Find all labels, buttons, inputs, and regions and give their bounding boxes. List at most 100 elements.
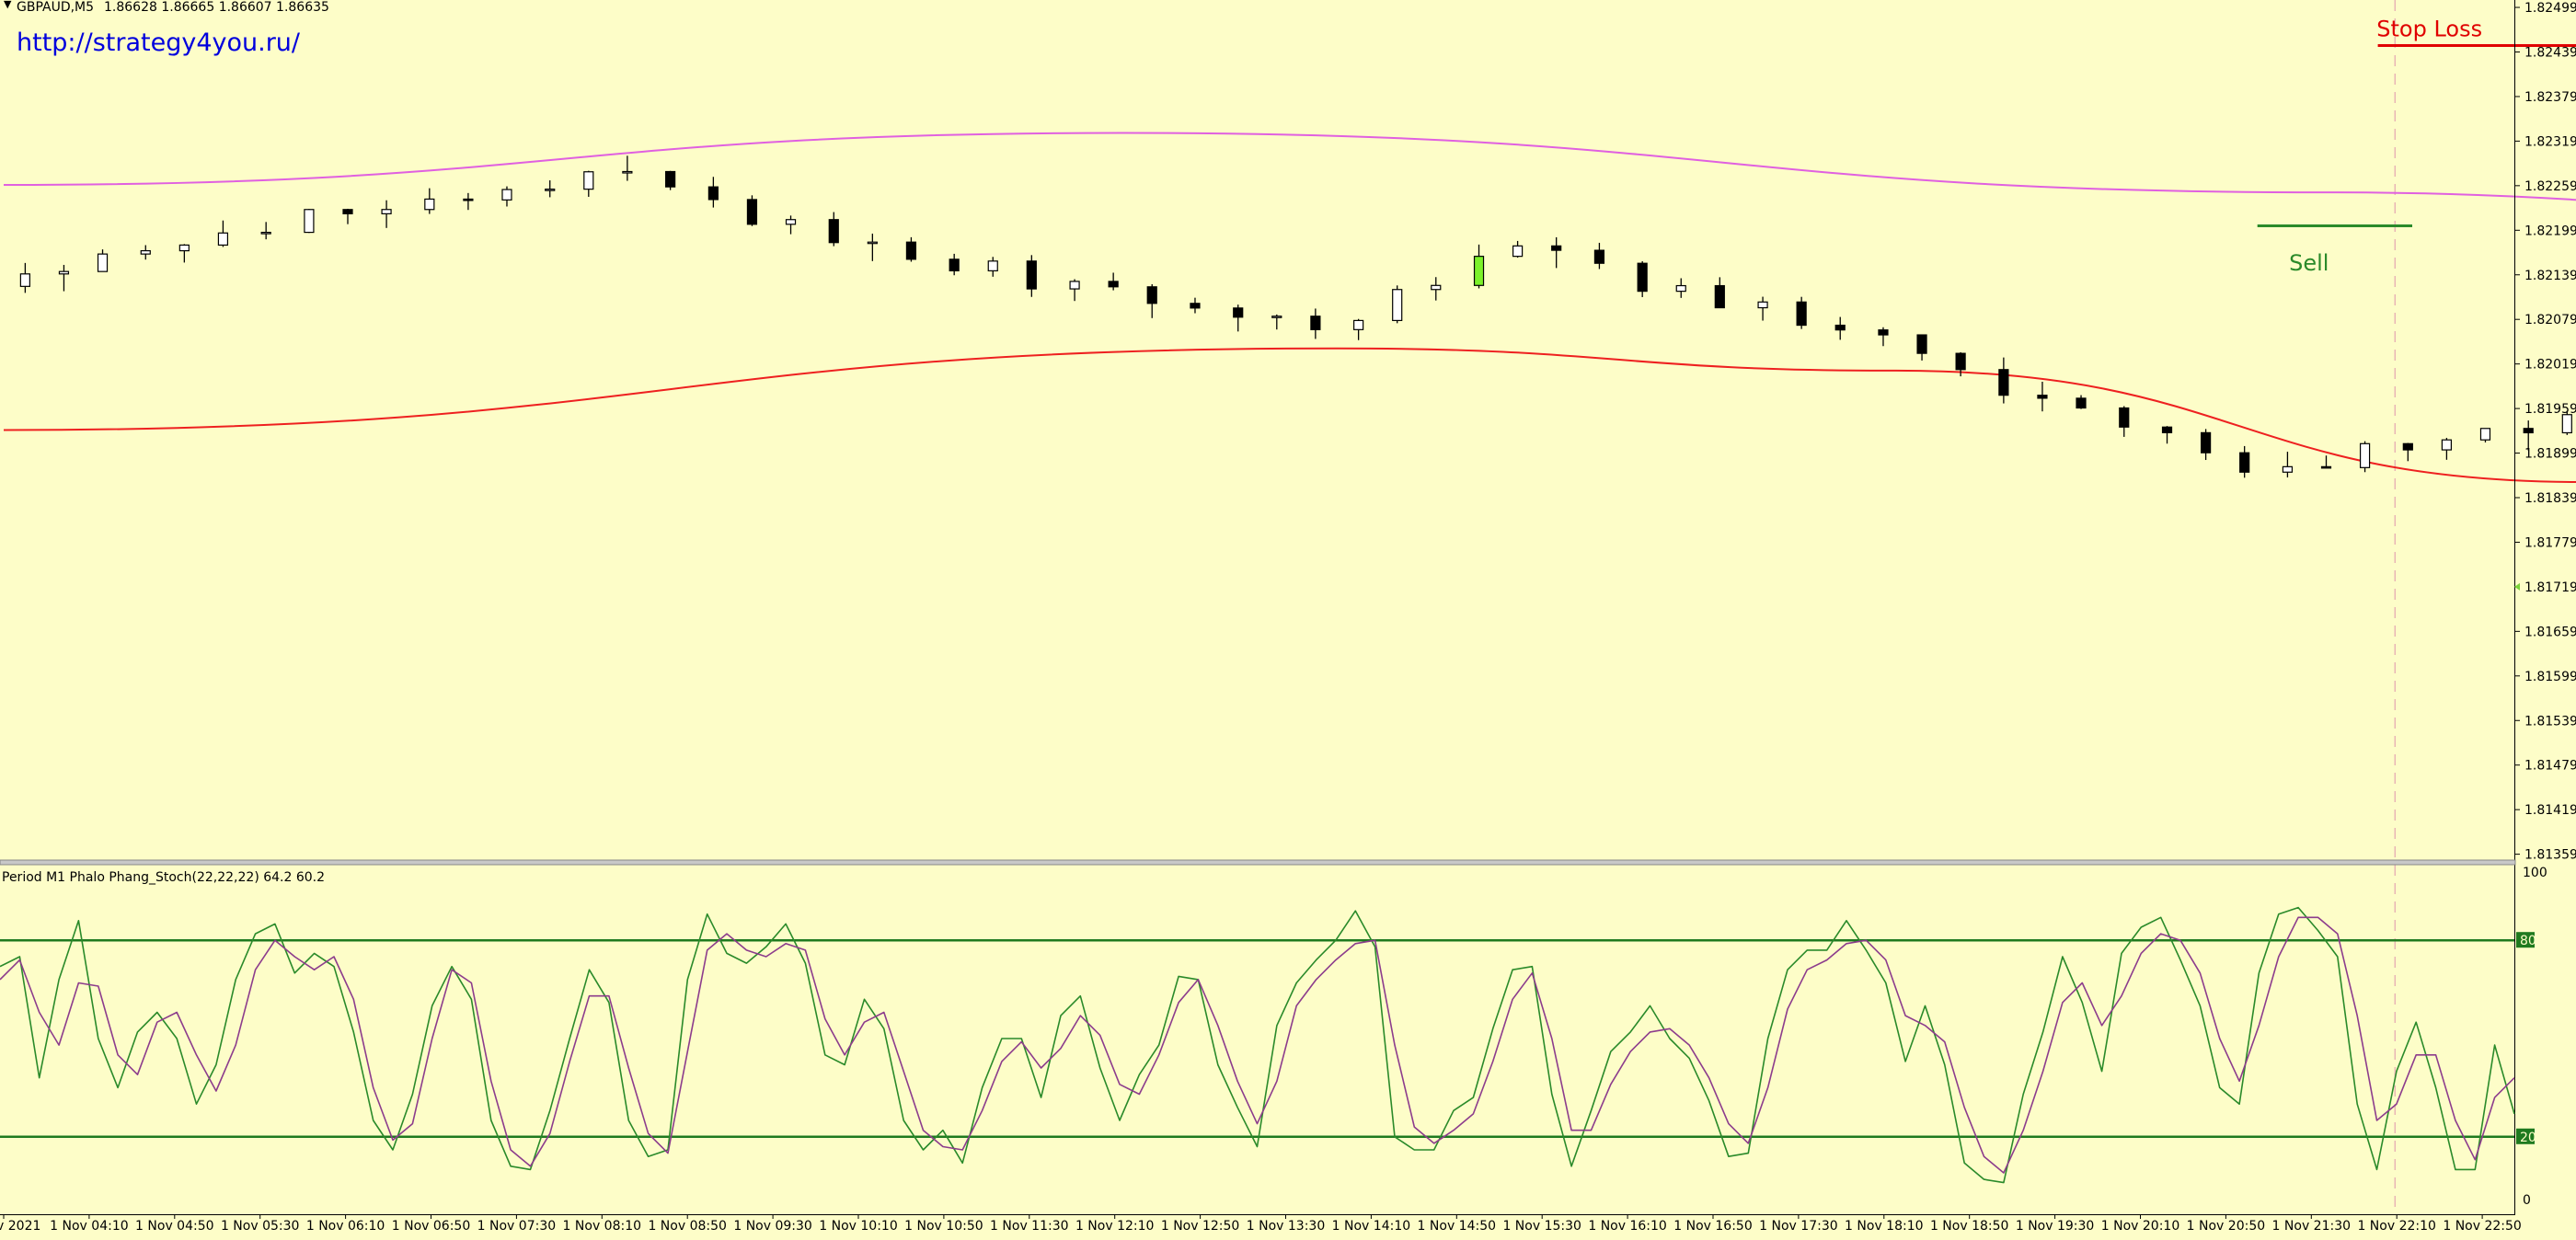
- time-tick-label: 1 Nov 13:30: [1247, 1219, 1325, 1234]
- candle: [2076, 395, 2087, 409]
- stochastic-panel: [0, 906, 2515, 1184]
- price-tick-label: 1.81539: [2524, 714, 2576, 729]
- candle: [2239, 445, 2250, 478]
- candle: [1473, 244, 1485, 289]
- collapse-arrow-icon[interactable]: ▼: [4, 0, 12, 10]
- time-tick-label: 1 Nov 04:50: [135, 1219, 213, 1234]
- candle: [1796, 296, 1807, 329]
- time-tick-label: 1 Nov 12:50: [1161, 1219, 1239, 1234]
- time-tick-label: 1 Nov 22:50: [2443, 1219, 2521, 1234]
- time-tick-label: 1 Nov 08:50: [648, 1219, 726, 1234]
- candle: [1069, 279, 1080, 302]
- candle: [545, 180, 556, 198]
- candle: [1834, 316, 1846, 340]
- price-tick-label: 1.81899: [2524, 447, 2576, 462]
- panel-separator[interactable]: [0, 859, 2516, 866]
- ohlc-values: 1.86628 1.86665 1.86607 1.86635: [104, 0, 329, 15]
- candle: [1757, 296, 1768, 321]
- last-price-marker-icon: [2514, 582, 2520, 591]
- time-tick-label: 1 Nov 17:30: [1759, 1219, 1837, 1234]
- candle: [1233, 304, 1244, 332]
- time-tick-label: 1 Nov 19:30: [2016, 1219, 2094, 1234]
- stoch-level-badge: [2516, 1128, 2535, 1144]
- time-tick-label: 1 Nov 08:10: [563, 1219, 641, 1234]
- time-tick-label: 1 Nov 12:10: [1075, 1219, 1154, 1234]
- time-tick-label: 1 Nov 15:30: [1502, 1219, 1581, 1234]
- price-tick-label: 1.82259: [2524, 179, 2576, 194]
- stoch-signal-line: [0, 916, 2515, 1174]
- candle: [2037, 381, 2048, 412]
- candle: [19, 262, 30, 293]
- candle: [2320, 455, 2332, 469]
- candle: [1916, 334, 1927, 361]
- website-url[interactable]: http://strategy4you.ru/: [17, 29, 301, 57]
- price-tick-label: 1.82199: [2524, 224, 2576, 238]
- candle: [1593, 242, 1605, 270]
- candle: [58, 264, 70, 292]
- price-tick-label: 1.81959: [2524, 402, 2576, 417]
- candle: [1878, 327, 1889, 347]
- candle: [867, 233, 878, 261]
- time-tick-label: 1 Nov 20:10: [2101, 1219, 2179, 1234]
- time-tick-label: 1 Nov 22:10: [2357, 1219, 2435, 1234]
- candle: [140, 245, 151, 260]
- moving-average-slow: [3, 132, 2576, 201]
- candle: [1955, 351, 1966, 377]
- candle: [2402, 442, 2413, 462]
- candle: [2282, 452, 2294, 478]
- session-separators: [2394, 0, 2397, 1214]
- time-tick-label: 1 Nov 18:50: [1930, 1219, 2008, 1234]
- stoch-tick-label: 20: [2520, 1131, 2536, 1145]
- time-tick-label: 1 Nov 07:30: [477, 1219, 556, 1234]
- price-tick-label: 1.81479: [2524, 759, 2576, 774]
- candlesticks: [19, 155, 2572, 478]
- candle: [1512, 240, 1524, 258]
- price-tick-label: 1.81419: [2524, 803, 2576, 818]
- candle: [2201, 429, 2212, 461]
- candle: [97, 249, 109, 272]
- candle: [2161, 426, 2173, 444]
- candle: [1146, 283, 1157, 318]
- time-tick-label: 1 Nov 2021: [0, 1219, 40, 1234]
- price-axis[interactable]: 1.82499 1.82439 1.82379 1.82319 1.82259 1.821…: [2514, 1, 2576, 863]
- price-tick-label: 1.82019: [2524, 358, 2576, 373]
- time-tick-label: 1 Nov 16:10: [1588, 1219, 1666, 1234]
- candle: [342, 208, 353, 224]
- price-tick-label: 1.82379: [2524, 90, 2576, 105]
- stoch-level-badge: [2516, 932, 2535, 948]
- candle: [2359, 441, 2371, 473]
- time-axis[interactable]: 1 Nov 2021 1 Nov 04:10 1 Nov 04:50 1 Nov 05…: [0, 1214, 2522, 1234]
- candle: [178, 244, 190, 263]
- candle: [381, 200, 392, 228]
- time-tick-label: 1 Nov 20:50: [2187, 1219, 2265, 1234]
- stoch-tick-label: 80: [2520, 934, 2536, 948]
- candle: [1637, 260, 1648, 297]
- candle: [1026, 255, 1037, 297]
- candle: [583, 170, 594, 197]
- price-tick-label: 1.82079: [2524, 313, 2576, 327]
- candle: [2119, 406, 2130, 437]
- candle: [1675, 278, 1686, 298]
- candle: [304, 209, 315, 234]
- moving-averages: [3, 132, 2576, 483]
- candle: [1271, 314, 1282, 330]
- candle: [2561, 410, 2572, 435]
- candle: [2441, 437, 2452, 460]
- time-tick-label: 1 Nov 10:50: [904, 1219, 983, 1234]
- price-tick-label: 1.81779: [2524, 535, 2576, 550]
- candle: [707, 177, 719, 208]
- candle: [1310, 308, 1321, 339]
- time-tick-label: 1 Nov 04:10: [50, 1219, 128, 1234]
- time-tick-label: 1 Nov 16:50: [1673, 1219, 1752, 1234]
- candle: [828, 212, 839, 247]
- time-tick-label: 1 Nov 18:10: [1845, 1219, 1923, 1234]
- candle: [260, 222, 271, 240]
- stoch-tick-label: 0: [2523, 1193, 2531, 1208]
- stochastic-axis: 100 80 20 0: [2516, 866, 2547, 1208]
- candle: [1551, 236, 1562, 269]
- candle: [501, 186, 512, 207]
- price-tick-label: 1.81719: [2524, 580, 2576, 595]
- candle: [1392, 285, 1403, 324]
